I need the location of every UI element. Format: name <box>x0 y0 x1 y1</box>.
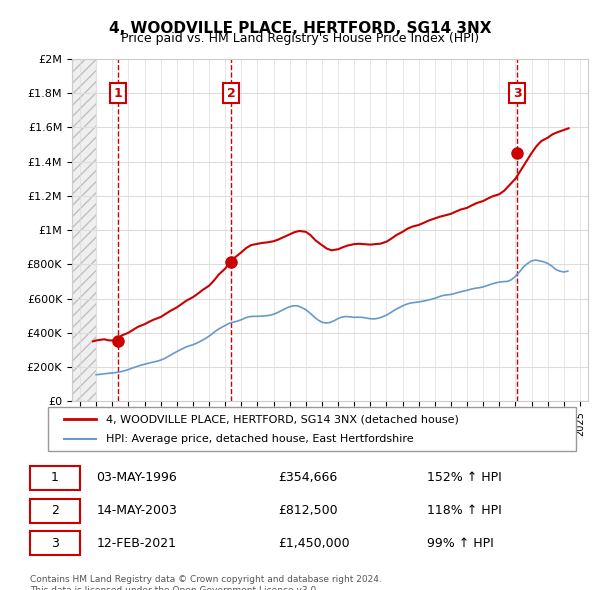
Text: HPI: Average price, detached house, East Hertfordshire: HPI: Average price, detached house, East… <box>106 434 414 444</box>
Text: 2: 2 <box>51 504 59 517</box>
FancyBboxPatch shape <box>30 466 80 490</box>
Bar <box>72 59 96 401</box>
Bar <box>72 59 96 401</box>
Text: £1,450,000: £1,450,000 <box>278 537 350 550</box>
Text: Price paid vs. HM Land Registry's House Price Index (HPI): Price paid vs. HM Land Registry's House … <box>121 32 479 45</box>
Text: 3: 3 <box>51 537 59 550</box>
Text: 03-MAY-1996: 03-MAY-1996 <box>96 471 177 484</box>
Text: Contains HM Land Registry data © Crown copyright and database right 2024.
This d: Contains HM Land Registry data © Crown c… <box>30 575 382 590</box>
FancyBboxPatch shape <box>30 499 80 523</box>
Text: 2: 2 <box>227 87 236 100</box>
Text: 118% ↑ HPI: 118% ↑ HPI <box>427 504 502 517</box>
Text: 4, WOODVILLE PLACE, HERTFORD, SG14 3NX (detached house): 4, WOODVILLE PLACE, HERTFORD, SG14 3NX (… <box>106 415 459 424</box>
Text: 4, WOODVILLE PLACE, HERTFORD, SG14 3NX: 4, WOODVILLE PLACE, HERTFORD, SG14 3NX <box>109 21 491 35</box>
FancyBboxPatch shape <box>48 407 576 451</box>
Text: 14-MAY-2003: 14-MAY-2003 <box>96 504 177 517</box>
Text: 12-FEB-2021: 12-FEB-2021 <box>96 537 176 550</box>
Text: 3: 3 <box>513 87 521 100</box>
Text: £812,500: £812,500 <box>278 504 338 517</box>
Text: £354,666: £354,666 <box>278 471 338 484</box>
Text: 99% ↑ HPI: 99% ↑ HPI <box>427 537 494 550</box>
Text: 1: 1 <box>51 471 59 484</box>
Text: 1: 1 <box>113 87 122 100</box>
FancyBboxPatch shape <box>30 532 80 556</box>
Text: 152% ↑ HPI: 152% ↑ HPI <box>427 471 502 484</box>
